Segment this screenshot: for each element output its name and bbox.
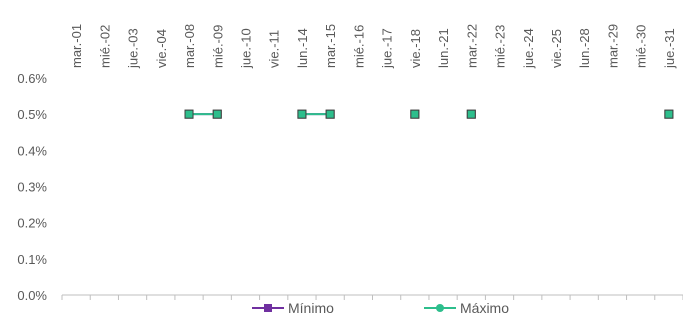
x-tick-label: mié.-09 bbox=[210, 25, 225, 68]
y-tick-label: 0.3% bbox=[17, 180, 47, 195]
point-maximo bbox=[212, 109, 222, 119]
x-tick-label: mar.-08 bbox=[182, 24, 197, 68]
x-tick-label: lun.-21 bbox=[436, 28, 451, 68]
x-tick-label: vie.-25 bbox=[549, 29, 564, 68]
markers-minimo bbox=[184, 109, 674, 119]
y-tick-label: 0.5% bbox=[17, 107, 47, 122]
x-tick-label: mar.-22 bbox=[464, 24, 479, 68]
y-axis-labels: 0.0% 0.1% 0.2% 0.3% 0.4% 0.5% 0.6% bbox=[17, 71, 47, 303]
x-axis-labels: mar.-01 mié.-02 jue.-03 vie.-04 mar.-08 mié.-… bbox=[69, 24, 677, 69]
legend-marker-maximo bbox=[436, 304, 444, 312]
x-tick-label: jue.-17 bbox=[380, 28, 395, 69]
y-tick-label: 0.6% bbox=[17, 71, 47, 86]
point-maximo bbox=[410, 109, 420, 119]
x-tick-label: vie.-18 bbox=[408, 29, 423, 68]
x-tick-label: mar.-15 bbox=[323, 24, 338, 68]
legend-item-minimo: Mínimo bbox=[252, 300, 334, 316]
point-maximo bbox=[466, 109, 476, 119]
legend: Mínimo Máximo bbox=[252, 300, 509, 316]
x-tick-label: jue.-24 bbox=[521, 28, 536, 69]
y-tick-label: 0.0% bbox=[17, 288, 47, 303]
legend-marker-minimo bbox=[264, 304, 272, 312]
x-tick-label: jue.-10 bbox=[238, 28, 253, 69]
x-tick-label: jue.-03 bbox=[126, 28, 141, 69]
point-maximo bbox=[664, 109, 674, 119]
x-tick-label: jue.-31 bbox=[662, 28, 677, 69]
x-tick-label: mié.-02 bbox=[97, 25, 112, 68]
x-tick-label: mié.-16 bbox=[351, 25, 366, 68]
legend-label-maximo: Máximo bbox=[460, 300, 509, 316]
x-tick-label: lun.-14 bbox=[295, 28, 310, 68]
x-tick-label: mié.-30 bbox=[634, 25, 649, 68]
point-maximo bbox=[325, 109, 335, 119]
x-tick-label: vie.-11 bbox=[267, 30, 282, 68]
x-tick-label: mié.-23 bbox=[493, 25, 508, 68]
legend-label-minimo: Mínimo bbox=[288, 300, 334, 316]
point-maximo bbox=[184, 109, 194, 119]
x-tick-label: lun.-28 bbox=[577, 28, 592, 68]
x-tick-marks bbox=[61, 295, 683, 300]
y-tick-label: 0.2% bbox=[17, 216, 47, 231]
plot-area: mar.-01 mié.-02 jue.-03 vie.-04 mar.-08 mié.-… bbox=[17, 24, 683, 303]
legend-item-maximo: Máximo bbox=[424, 300, 509, 316]
y-tick-label: 0.4% bbox=[17, 143, 47, 158]
x-tick-label: mar.-29 bbox=[605, 24, 620, 68]
series-layer bbox=[184, 109, 674, 119]
point-maximo bbox=[297, 109, 307, 119]
markers-maximo bbox=[184, 109, 674, 119]
y-tick-label: 0.1% bbox=[17, 252, 47, 267]
x-tick-label: mar.-01 bbox=[69, 24, 84, 68]
x-tick-label: vie.-04 bbox=[154, 29, 169, 68]
